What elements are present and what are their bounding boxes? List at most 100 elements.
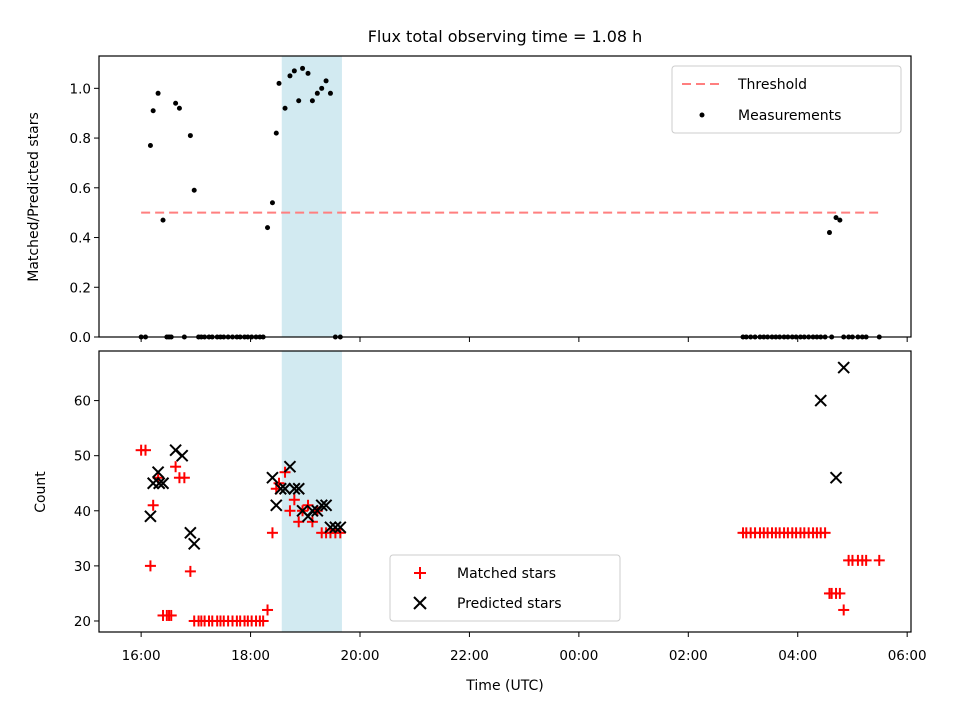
measurement-point [269, 200, 275, 206]
matched-star-point [140, 444, 152, 456]
bottom-legend: Matched stars Predicted stars [389, 554, 621, 622]
measurement-point [291, 68, 297, 74]
measurement-point [327, 90, 333, 96]
xtick-label: 00:00 [559, 648, 598, 664]
chart-title: Flux total observing time = 1.08 h [368, 27, 643, 46]
predicted-star-point [329, 521, 342, 534]
matched-star-point [144, 560, 156, 572]
predicted-star-point [156, 477, 170, 490]
legend-measurements-swatch [699, 112, 705, 118]
predicted-star-point [315, 499, 328, 512]
predicted-star-point [278, 482, 292, 495]
predicted-star-point [324, 521, 337, 534]
measurement-point [155, 90, 161, 96]
predicted-star-point [283, 460, 297, 473]
top-highlight-span [281, 56, 342, 337]
predicted-star-point [288, 482, 301, 495]
legend-matched-label: Matched stars [457, 566, 556, 582]
measurement-point [160, 217, 166, 223]
top-ytick-label: 0.8 [70, 131, 91, 147]
predicted-star-point [837, 361, 850, 374]
measurement-point [276, 80, 282, 86]
measurement-point [265, 225, 271, 231]
predicted-star-point [334, 521, 347, 534]
matched-star-point [178, 472, 190, 484]
matched-star-point [284, 505, 296, 517]
predicted-star-point [270, 499, 283, 512]
predicted-star-point [152, 477, 166, 490]
matched-star-point [184, 565, 196, 577]
xtick-label: 20:00 [341, 648, 380, 664]
matched-star-point [165, 609, 177, 621]
matched-star-point [288, 494, 300, 506]
matched-star-point [170, 461, 182, 473]
x-axis-label: Time (UTC) [465, 678, 543, 694]
matched-star-point [873, 554, 885, 566]
xtick-label: 16:00 [122, 648, 161, 664]
predicted-star-point [151, 466, 165, 479]
top-ytick-label: 0.0 [70, 330, 91, 346]
measurement-point [287, 73, 293, 79]
measurement-point [837, 217, 843, 223]
predicted-star-point [144, 510, 157, 523]
measurement-point [826, 230, 832, 236]
bottom-ytick-label: 50 [74, 449, 91, 465]
predicted-star-point [829, 471, 843, 484]
matched-star-point [838, 604, 850, 616]
matched-star-point [257, 615, 269, 627]
measurement-point [282, 105, 288, 111]
bottom-axes-frame [98, 350, 912, 633]
matched-star-point [266, 527, 278, 539]
top-ytick-label: 0.2 [70, 280, 91, 296]
measurement-point [187, 133, 193, 139]
legend-predicted-swatch [413, 596, 427, 610]
bottom-ytick-label: 60 [74, 394, 91, 410]
measurement-point [305, 70, 311, 76]
predicted-star-point [188, 537, 201, 551]
measurement-point [314, 90, 320, 96]
measurement-point [833, 215, 839, 221]
bottom-panel: 20 30 40 50 60 16:00 18:00 20:00 22:00 00:00 02:0… [33, 350, 927, 694]
predicted-star-point [274, 482, 287, 495]
bottom-ytick-label: 40 [74, 504, 91, 520]
measurement-point [173, 100, 179, 106]
predicted-star-point [292, 482, 305, 495]
measurement-point [150, 108, 156, 114]
measurement-point [319, 85, 325, 91]
bottom-ytick-label: 20 [74, 614, 91, 630]
measurement-point [323, 78, 329, 84]
measurement-point [191, 187, 197, 193]
top-panel: 0.0 0.2 0.4 0.6 0.8 1.0 Matched/Predicted sta… [26, 55, 912, 346]
measurement-point [309, 98, 315, 104]
legend-threshold-label: Threshold [737, 77, 807, 93]
top-axes-frame [98, 55, 912, 338]
predicted-star-point [306, 504, 319, 517]
predicted-star-point [814, 394, 827, 407]
xtick-label: 02:00 [669, 648, 708, 664]
legend-matched-swatch [414, 567, 426, 579]
matched-star-point [860, 554, 872, 566]
measurement-point [296, 98, 302, 104]
top-ylabel: Matched/Predicted stars [26, 112, 42, 282]
xtick-label: 18:00 [231, 648, 270, 664]
top-ytick-label: 1.0 [70, 81, 91, 97]
measurement-point [147, 143, 153, 149]
measurement-point [273, 130, 279, 136]
predicted-star-point [319, 499, 333, 512]
legend-predicted-label: Predicted stars [457, 596, 562, 612]
matched-star-point [819, 527, 831, 539]
predicted-star-point [266, 471, 279, 484]
matched-star-point [262, 604, 274, 616]
xtick-label: 06:00 [888, 648, 927, 664]
predicted-star-point [184, 526, 197, 540]
top-legend: Threshold Measurements [671, 65, 902, 134]
xtick-label: 22:00 [450, 648, 489, 664]
predicted-star-point [175, 449, 189, 462]
bottom-ytick-label: 30 [74, 559, 91, 575]
matched-star-point [834, 587, 846, 599]
top-ytick-label: 0.6 [70, 181, 91, 197]
top-ytick-label: 0.4 [70, 231, 91, 247]
matched-star-point [147, 499, 159, 511]
bottom-ylabel: Count [33, 471, 49, 513]
